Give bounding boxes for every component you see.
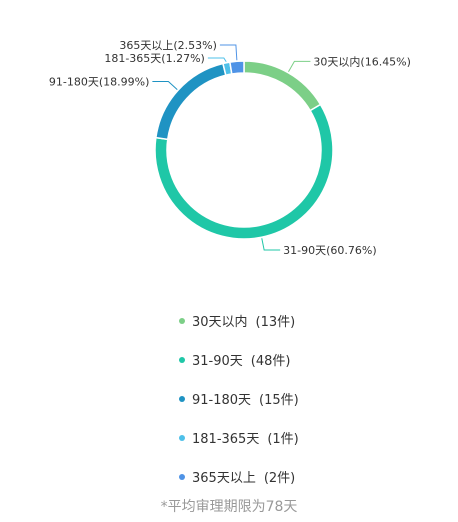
leader-line	[288, 60, 311, 73]
legend-label: 31-90天	[192, 354, 243, 369]
legend-dot-icon	[179, 395, 185, 402]
legend-label: 365天以上	[192, 471, 256, 486]
donut-slice[interactable]	[154, 103, 334, 240]
legend-dot-icon	[179, 434, 185, 441]
legend-dot-icon	[179, 317, 185, 324]
legend-count: (13件)	[255, 315, 296, 330]
legend-item[interactable]: 91-180天 (15件)	[179, 386, 299, 411]
legend-count: (1件)	[267, 432, 299, 447]
legend-label: 91-180天	[192, 393, 252, 408]
legend-item[interactable]: 365天以上 (2件)	[179, 464, 299, 489]
legend-count: (48件)	[250, 354, 291, 369]
donut-slice[interactable]	[243, 60, 322, 112]
legend-item[interactable]: 31-90天 (48件)	[179, 347, 299, 372]
donut-slices	[154, 60, 334, 240]
legend-count: (15件)	[259, 393, 299, 408]
legend-item[interactable]: 181-365天 (1件)	[179, 425, 299, 450]
average-duration-footnote: *平均审理期限为78天	[160, 499, 298, 515]
leader-line	[261, 238, 281, 251]
leader-lines	[152, 44, 311, 251]
legend: 30天以内 (13件) 31-90天 (48件) 91-180天 (15件) 1…	[179, 308, 299, 503]
legend-dot-icon	[179, 473, 185, 480]
slice-label: 365天以上(2.53%)	[119, 39, 217, 52]
donut-slice[interactable]	[155, 62, 227, 141]
slice-label: 181-365天(1.27%)	[104, 52, 205, 65]
legend-dot-icon	[179, 356, 185, 363]
legend-item[interactable]: 30天以内 (13件)	[179, 308, 299, 333]
leader-line	[152, 81, 178, 90]
legend-label: 30天以内	[192, 315, 248, 330]
donut-slice[interactable]	[229, 60, 245, 75]
slice-label: 31-90天(60.76%)	[283, 244, 377, 257]
slice-labels: 30天以内(16.45%) 31-90天(60.76%) 91-180天(18.99…	[49, 39, 411, 257]
slice-label: 91-180天(18.99%)	[49, 76, 150, 89]
slice-label: 30天以内(16.45%)	[313, 54, 411, 68]
leader-line	[219, 44, 238, 61]
legend-label: 181-365天	[192, 432, 260, 447]
donut-chart: 30天以内(16.45%) 31-90天(60.76%) 91-180天(18.99…	[49, 39, 411, 257]
legend-count: (2件)	[263, 471, 296, 486]
leader-line	[207, 57, 227, 63]
